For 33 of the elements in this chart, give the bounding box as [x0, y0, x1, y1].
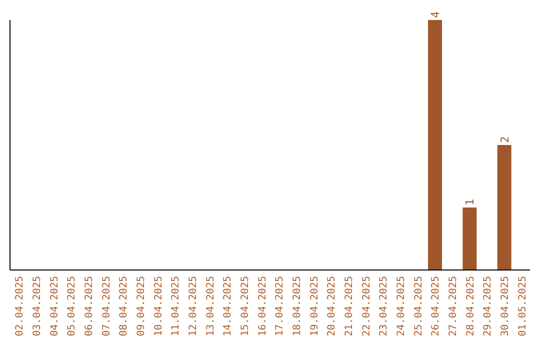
- x-tick-label: 14.04.2025: [222, 276, 234, 336]
- x-tick-label: 29.04.2025: [482, 276, 494, 336]
- x-tick-label: 24.04.2025: [396, 276, 407, 336]
- x-tick-label: 19.04.2025: [309, 276, 320, 336]
- x-tick-label: 25.04.2025: [413, 276, 424, 336]
- x-tick-label: 22.04.2025: [361, 276, 372, 336]
- x-tick-label: 02.04.2025: [14, 276, 26, 336]
- x-tick-label: 27.04.2025: [448, 276, 459, 336]
- data-label: 4: [429, 11, 442, 18]
- x-tick-label: 05.04.2025: [66, 276, 78, 336]
- x-tick-label: 12.04.2025: [188, 276, 199, 336]
- x-tick-label: 16.04.2025: [257, 276, 268, 336]
- x-tick-label: 09.04.2025: [136, 276, 147, 336]
- x-tick-label: 13.04.2025: [205, 276, 216, 336]
- x-tick-label: 11.04.2025: [170, 276, 182, 336]
- x-tick-label: 30.04.2025: [500, 276, 511, 336]
- x-tick-label: 04.04.2025: [49, 276, 60, 336]
- data-label: 2: [498, 136, 512, 143]
- x-tick-label: 15.04.2025: [240, 276, 251, 336]
- x-tick-label: 03.04.2025: [32, 276, 43, 336]
- x-tick-label: 28.04.2025: [465, 276, 476, 336]
- x-tick-label: 23.04.2025: [378, 276, 390, 336]
- x-tick-label: 26.04.2025: [430, 276, 442, 336]
- x-tick-label: 01.05.2025: [517, 276, 528, 336]
- x-tick-label: 06.04.2025: [84, 276, 95, 336]
- x-tick-label: 20.04.2025: [326, 276, 338, 336]
- x-tick-label: 18.04.2025: [292, 276, 303, 336]
- x-tick-label: 10.04.2025: [153, 276, 164, 336]
- data-label: 1: [464, 198, 477, 206]
- x-tick-label: 17.04.2025: [274, 276, 286, 336]
- x-tick-label: 21.04.2025: [344, 276, 355, 336]
- x-tick-label: 07.04.2025: [101, 276, 112, 336]
- x-tick-label: 08.04.2025: [118, 276, 130, 336]
